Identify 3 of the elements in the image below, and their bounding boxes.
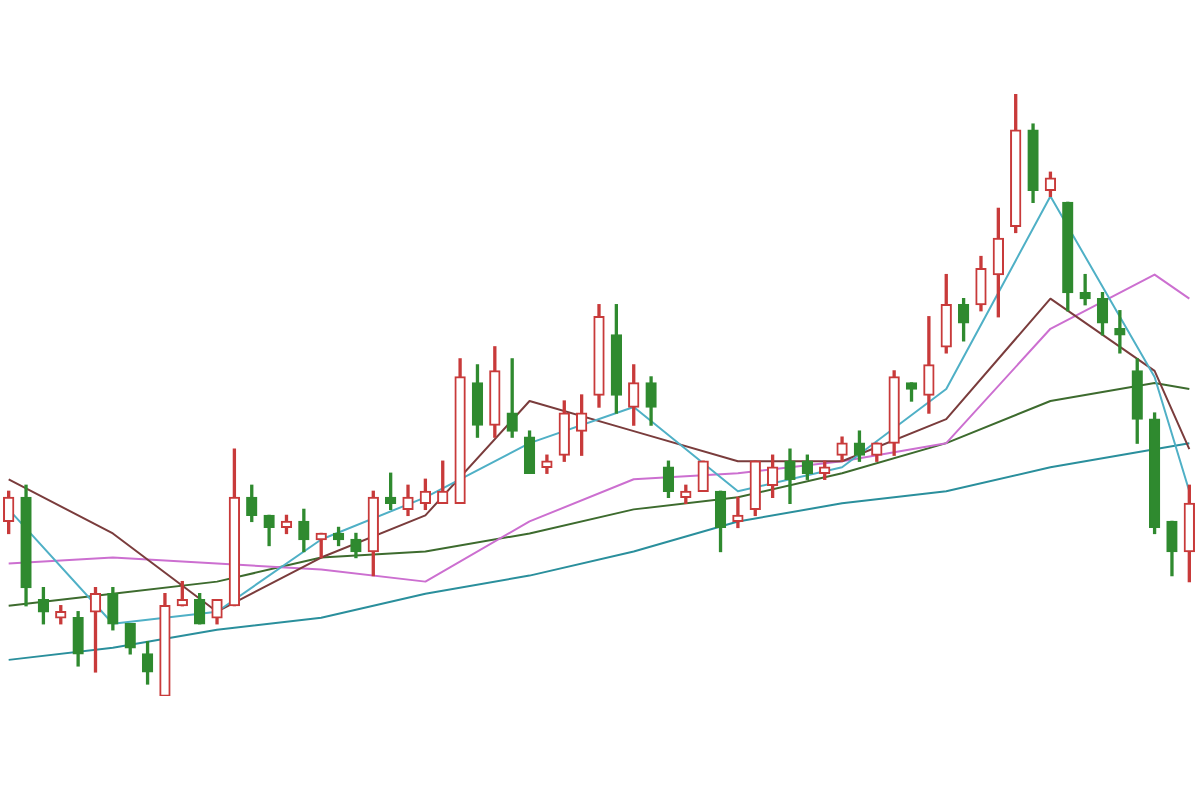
candlestick (1079, 273, 1091, 306)
candlestick (732, 496, 744, 529)
candlestick (1114, 310, 1126, 354)
